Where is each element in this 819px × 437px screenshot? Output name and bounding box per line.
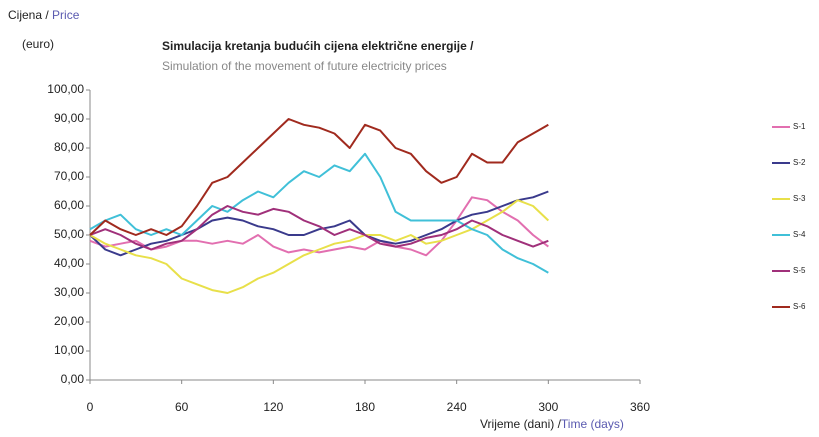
y-tick-label: 70,00 bbox=[54, 169, 84, 183]
legend-label: S-4 bbox=[793, 230, 806, 239]
x-tick-label: 180 bbox=[355, 400, 375, 414]
y-tick-label: 60,00 bbox=[54, 198, 84, 212]
chart-subtitle: Simulation of the movement of future ele… bbox=[162, 59, 447, 73]
x-axis-label: Vrijeme (dani) /Time (days) bbox=[480, 417, 624, 431]
y-label-part: Cijena / bbox=[8, 8, 52, 22]
y-label-part: Price bbox=[52, 8, 80, 22]
series-line bbox=[89, 152, 549, 274]
y-tick-label: 10,00 bbox=[54, 343, 84, 357]
x-tick-label: 120 bbox=[263, 400, 283, 414]
legend-label: S-3 bbox=[793, 194, 806, 203]
y-tick-label: 50,00 bbox=[54, 227, 84, 241]
legend-label: S-5 bbox=[793, 266, 806, 275]
y-tick-label: 0,00 bbox=[61, 372, 85, 386]
y-tick-label: 30,00 bbox=[54, 285, 84, 299]
y-tick-label: 20,00 bbox=[54, 314, 84, 328]
legend-label: S-6 bbox=[793, 302, 806, 311]
series-line bbox=[89, 196, 549, 257]
y-tick-label: 90,00 bbox=[54, 111, 84, 125]
x-tick-label: 360 bbox=[630, 400, 650, 414]
x-tick-label: 0 bbox=[87, 400, 94, 414]
chart-title: Simulacija kretanja budućih cijena elekt… bbox=[162, 39, 474, 53]
x-label-part: Time (days) bbox=[561, 417, 624, 431]
y-tick-label: 80,00 bbox=[54, 140, 84, 154]
x-label-part: Vrijeme (dani) / bbox=[480, 417, 562, 431]
y-tick-label: 100,00 bbox=[47, 82, 84, 96]
y-tick-label: 40,00 bbox=[54, 256, 84, 270]
series-line bbox=[89, 190, 549, 257]
series-line bbox=[89, 118, 549, 236]
legend-label: S-1 bbox=[793, 122, 806, 131]
x-tick-label: 300 bbox=[538, 400, 558, 414]
series-line bbox=[89, 205, 549, 251]
x-tick-label: 60 bbox=[175, 400, 189, 414]
y-axis-label: Cijena / Price bbox=[8, 8, 80, 22]
y-axis-unit: (euro) bbox=[22, 37, 54, 51]
legend-label: S-2 bbox=[793, 158, 806, 167]
x-tick-label: 240 bbox=[447, 400, 467, 414]
